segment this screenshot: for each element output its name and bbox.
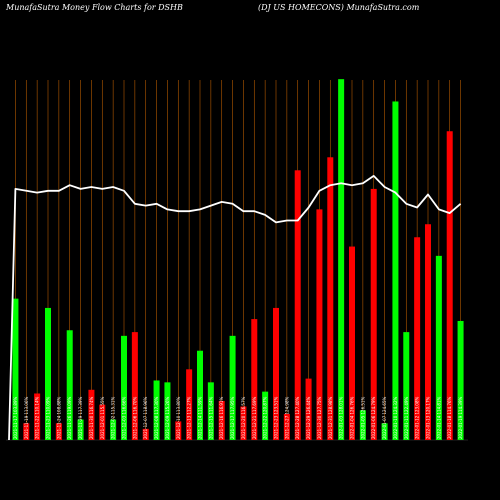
x-tick-label: 2021-12-31 128.98% <box>328 396 333 439</box>
bar <box>207 382 214 440</box>
bar <box>359 410 366 440</box>
bar <box>349 246 355 440</box>
bar <box>175 421 182 440</box>
bar <box>34 393 41 440</box>
x-tick-label: 2021-12-27 124.98% <box>284 396 289 439</box>
bar <box>110 419 117 440</box>
x-tick-label: 2022-01-10 124.32% <box>393 396 398 439</box>
x-tick-label: 2021-11-17 103.89% <box>13 396 18 439</box>
x-tick-label: 2021-12-07 118.96% <box>143 396 148 439</box>
x-tick-label: 2021-12-21 117.69% <box>252 396 257 439</box>
bar <box>99 404 106 440</box>
x-tick-label: 2022-01-11 122.49% <box>404 396 409 439</box>
bar <box>229 335 236 440</box>
x-tick-label: 2022-01-06 124.79% <box>371 396 376 439</box>
bar <box>186 369 193 440</box>
bar <box>283 413 290 440</box>
bar <box>88 389 95 440</box>
bar <box>218 400 225 440</box>
x-tick-labels: 2021-11-17 103.89% 2021-11-19 113.06% 2021… <box>13 396 463 439</box>
x-tick-label: 2021-12-08 117.30% <box>154 396 159 439</box>
x-tick-label: 2021-11-19 113.06% <box>24 396 29 439</box>
x-tick-label: 2021-11-24 108.88% <box>56 396 61 439</box>
bar <box>273 307 279 440</box>
bar <box>23 423 30 440</box>
x-tick-label: 2021-11-29 117.39% <box>78 396 83 439</box>
x-tick-label: 2021-12-29 126.44% <box>306 396 311 439</box>
bar <box>197 350 203 440</box>
bar <box>66 330 73 440</box>
bar <box>435 255 442 440</box>
bar <box>425 224 431 440</box>
x-tick-label: 2021-11-30 116.74% <box>89 396 94 439</box>
line-series <box>8 175 462 441</box>
bar <box>164 382 171 440</box>
bar <box>142 428 149 440</box>
x-tick-label: 2022-01-13 120.17% <box>426 396 431 439</box>
bar <box>12 298 19 440</box>
x-tick-label: 2022-01-04 126.76% <box>350 396 355 439</box>
x-tick-label: 2021-12-22 120.87% <box>263 396 268 439</box>
x-tick-label: 2022-01-05 126.51% <box>360 396 365 439</box>
bar <box>45 307 51 440</box>
bar <box>305 378 312 440</box>
x-tick-label: 2021-12-10 113.80% <box>176 396 181 439</box>
bar <box>457 320 464 440</box>
bar <box>327 157 334 440</box>
x-tick-label: 2021-12-15 111.64% <box>208 396 213 439</box>
bar <box>446 131 453 441</box>
x-tick-label: 2021-11-22 110.14% <box>35 396 40 439</box>
bar <box>240 406 247 440</box>
bar <box>262 391 269 440</box>
bar <box>316 209 323 440</box>
x-tick-label: 2022-01-12 123.08% <box>415 396 420 439</box>
x-tick-label: 2021-12-02 115.31% <box>111 396 116 439</box>
bar <box>338 79 345 440</box>
x-tick-label: 2021-12-17 117.95% <box>230 396 235 439</box>
bar <box>121 335 127 440</box>
x-tick-label: 2021-12-30 127.75% <box>317 396 322 439</box>
bar <box>370 188 377 440</box>
bar <box>392 101 399 440</box>
x-tick-label: 2022-01-07 124.65% <box>382 396 387 439</box>
bar <box>55 423 62 440</box>
x-tick-label: 2021-12-01 115.55% <box>100 396 105 439</box>
x-tick-label: 2021-12-14 111.59% <box>198 396 203 439</box>
x-tick-label: 2022-01-18 114.76% <box>447 396 452 439</box>
bar <box>294 170 301 441</box>
bar <box>414 237 421 440</box>
bar <box>77 419 84 440</box>
x-tick-label: 2021-11-26 119.09% <box>67 396 72 439</box>
series-line <box>8 175 462 441</box>
x-tick-label: 2021-11-23 110.09% <box>46 396 51 439</box>
x-tick-label: 2022-01-14 114.81% <box>436 396 441 439</box>
bar <box>381 423 388 440</box>
x-tick-label: 2021-12-16 116.91% <box>219 396 224 439</box>
x-tick-label: 2021-12-20 116.57% <box>241 396 246 439</box>
chart-subtitle: (DJ US HOMECONS) MunafaSutra.com <box>258 3 420 12</box>
bar <box>251 319 258 440</box>
bar <box>153 380 160 440</box>
bar <box>131 332 138 440</box>
x-tick-label: 2021-12-13 112.27% <box>187 396 192 439</box>
x-tick-label: 2021-12-28 127.40% <box>295 396 300 439</box>
x-tick-label: 2021-12-23 123.51% <box>274 396 279 439</box>
x-tick-label: 2022-01-19 114.39% <box>458 396 463 439</box>
bar <box>403 332 410 440</box>
chart-title: MunafaSutra Money Flow Charts for DSHB <box>5 3 183 12</box>
x-tick-label: 2021-12-03 116.66% <box>122 396 127 439</box>
x-tick-label: 2021-12-09 115.26% <box>165 396 170 439</box>
bar-series <box>12 79 464 441</box>
x-tick-label: 2021-12-06 116.70% <box>132 396 137 439</box>
x-tick-label: 2022-01-03 128.01% <box>339 396 344 439</box>
